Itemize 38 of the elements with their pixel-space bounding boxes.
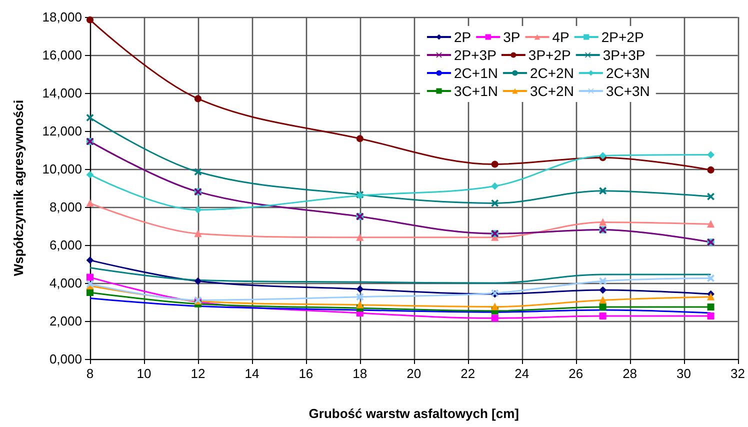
legend-label: 4P bbox=[552, 29, 570, 45]
legend-label: 3P+3P bbox=[602, 47, 646, 63]
x-tick-label: 14 bbox=[244, 366, 260, 381]
legend-label: 3C+2N bbox=[530, 83, 574, 99]
y-tick-label: 12,000 bbox=[42, 124, 82, 138]
legend-label: 2C+1N bbox=[454, 65, 498, 81]
x-tick-label: 26 bbox=[568, 366, 584, 381]
x-tick-label: 18 bbox=[352, 366, 368, 381]
y-tick-label: 4,000 bbox=[49, 276, 82, 290]
y-tick-label: 10,000 bbox=[42, 162, 82, 176]
legend-label: 2P+3P bbox=[454, 47, 496, 63]
x-tick-label: 30 bbox=[676, 366, 692, 381]
legend-label: 3P bbox=[503, 29, 520, 45]
x-tick-label: 28 bbox=[622, 366, 638, 381]
x-tick-label: 20 bbox=[406, 366, 422, 381]
legend-label: 3C+3N bbox=[606, 83, 650, 99]
legend-label: 2C+3N bbox=[606, 65, 650, 81]
x-tick-label: 32 bbox=[730, 366, 746, 381]
y-tick-label: 0,000 bbox=[49, 352, 82, 366]
legend-label: 2C+2N bbox=[530, 65, 574, 81]
legend-label: 2P+2P bbox=[601, 29, 644, 45]
x-tick-label: 16 bbox=[298, 366, 314, 381]
y-tick-label: 14,000 bbox=[42, 86, 82, 100]
x-tick-label: 12 bbox=[190, 366, 206, 381]
x-tick-label: 8 bbox=[86, 366, 94, 381]
legend-label: 3P+2P bbox=[528, 47, 571, 63]
x-tick-label: 24 bbox=[514, 366, 530, 381]
legend-label: 3C+1N bbox=[454, 83, 498, 99]
y-tick-label: 16,000 bbox=[42, 48, 82, 62]
x-tick-label: 22 bbox=[460, 366, 476, 381]
legend-label: 2P bbox=[454, 29, 472, 45]
y-tick-label: 8,000 bbox=[49, 200, 82, 214]
y-tick-label: 6,000 bbox=[49, 238, 82, 252]
x-tick-label: 10 bbox=[136, 366, 152, 381]
y-axis-title: Współczynnik agresywności bbox=[11, 100, 26, 276]
y-tick-label: 18,000 bbox=[42, 10, 82, 24]
y-tick-label: 2,000 bbox=[49, 314, 82, 328]
x-axis-title: Grubość warstw asfaltowych [cm] bbox=[308, 406, 519, 421]
